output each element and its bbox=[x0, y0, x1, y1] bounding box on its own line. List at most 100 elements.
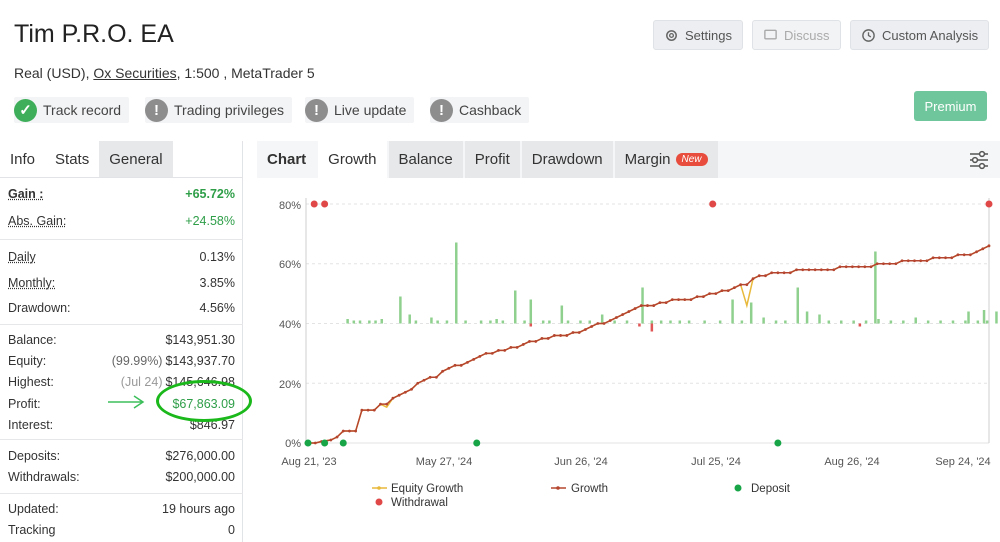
growth-bar bbox=[659, 320, 663, 324]
growth-point bbox=[844, 265, 848, 269]
growth-point bbox=[919, 259, 923, 263]
growth-bar bbox=[548, 320, 551, 324]
left-tabs: Info Stats General bbox=[0, 141, 242, 178]
growth-point bbox=[819, 268, 823, 272]
growth-point bbox=[733, 286, 736, 290]
growth-bar bbox=[731, 299, 734, 324]
growth-point bbox=[888, 262, 892, 266]
growth-point bbox=[397, 393, 401, 397]
growth-point bbox=[739, 283, 743, 287]
arrow-annotation-icon bbox=[108, 395, 145, 409]
growth-point bbox=[658, 301, 662, 304]
growth-bar bbox=[374, 320, 377, 324]
growth-bar bbox=[864, 320, 868, 324]
tab-general[interactable]: General bbox=[99, 141, 173, 177]
chart-grid bbox=[305, 198, 990, 444]
equity-growth-line bbox=[306, 245, 990, 444]
badge-live-update[interactable]: ! Live update bbox=[305, 97, 415, 123]
stat-drawdown: Drawdown: 4.56% bbox=[8, 301, 235, 315]
tab-stats[interactable]: Stats bbox=[45, 141, 100, 177]
growth-bar bbox=[346, 319, 349, 324]
growth-point bbox=[826, 268, 829, 272]
exclamation-icon: ! bbox=[145, 98, 168, 122]
growth-point bbox=[577, 331, 581, 334]
custom-analysis-button[interactable]: Custom Analysis bbox=[850, 20, 990, 50]
divider bbox=[0, 439, 243, 440]
growth-bar bbox=[588, 320, 592, 324]
growth-point bbox=[313, 441, 317, 445]
stat-abs-gain: Abs. Gain: +24.58% bbox=[8, 214, 235, 228]
growth-point bbox=[354, 429, 358, 433]
deposit-marker bbox=[339, 439, 347, 447]
growth-point bbox=[385, 402, 389, 406]
x-tick-label: May 27, '24 bbox=[416, 456, 473, 468]
chart-legend: Equity Growth Growth Deposit Withdrawal bbox=[372, 483, 791, 509]
growth-bar bbox=[464, 320, 467, 324]
tab-info[interactable]: Info bbox=[0, 141, 46, 177]
tab-drawdown[interactable]: Drawdown bbox=[521, 141, 613, 178]
growth-point bbox=[646, 304, 649, 307]
y-tick-label: 20% bbox=[279, 379, 301, 391]
growth-point bbox=[937, 256, 941, 260]
growth-bar bbox=[818, 314, 821, 324]
tab-profit[interactable]: Profit bbox=[464, 141, 520, 178]
account-details: , 1:500 , MetaTrader 5 bbox=[176, 65, 315, 81]
legend-growth[interactable]: Growth bbox=[571, 483, 608, 495]
growth-point bbox=[379, 402, 382, 406]
x-tick-label: Jun 26, '24 bbox=[554, 456, 607, 468]
growth-point bbox=[441, 369, 444, 373]
tab-margin[interactable]: Margin New bbox=[614, 141, 718, 178]
growth-point bbox=[571, 331, 575, 334]
growth-point bbox=[484, 351, 488, 355]
growth-bar bbox=[914, 317, 917, 324]
growth-point bbox=[478, 354, 482, 358]
growth-point bbox=[428, 375, 432, 379]
deposit-marker bbox=[321, 439, 329, 447]
profit-highlight-circle bbox=[156, 380, 252, 422]
growth-bar bbox=[479, 320, 483, 324]
settings-button[interactable]: Settings bbox=[653, 20, 743, 50]
chat-icon bbox=[764, 29, 777, 39]
growth-point bbox=[720, 289, 724, 293]
growth-point bbox=[633, 307, 637, 310]
premium-button[interactable]: Premium bbox=[914, 91, 987, 121]
growth-chart: 80% 60% 40% 20% 0% Aug 21, '23 May 27, '… bbox=[279, 198, 998, 509]
growth-point bbox=[472, 357, 476, 361]
withdrawal-marker bbox=[709, 200, 717, 208]
growth-bar bbox=[718, 320, 722, 324]
legend-deposit[interactable]: Deposit bbox=[751, 483, 791, 495]
growth-point bbox=[416, 381, 420, 385]
x-tick-label: Aug 21, '23 bbox=[281, 456, 336, 468]
growth-bar bbox=[358, 320, 362, 324]
growth-bar bbox=[951, 320, 955, 324]
growth-bar bbox=[740, 320, 744, 324]
growth-point bbox=[801, 268, 805, 272]
divider bbox=[0, 324, 243, 325]
growth-point bbox=[608, 319, 612, 322]
growth-point bbox=[962, 253, 966, 257]
growth-point bbox=[863, 265, 867, 269]
growth-bar bbox=[380, 319, 384, 324]
badge-trading-privileges[interactable]: ! Trading privileges bbox=[145, 97, 292, 123]
check-icon: ✓ bbox=[14, 98, 37, 122]
growth-point bbox=[552, 334, 556, 337]
growth-bar bbox=[514, 290, 517, 324]
growth-point bbox=[360, 408, 364, 412]
badge-cashback[interactable]: ! Cashback bbox=[430, 97, 530, 123]
badge-track-record[interactable]: ✓ Track record bbox=[14, 97, 130, 123]
growth-bar bbox=[796, 287, 800, 324]
chart-settings-icon[interactable] bbox=[968, 149, 990, 171]
growth-bar bbox=[368, 320, 371, 324]
growth-bar bbox=[600, 314, 604, 324]
legend-withdrawal[interactable]: Withdrawal bbox=[391, 497, 448, 509]
growth-bar bbox=[678, 320, 682, 324]
growth-point bbox=[497, 348, 500, 352]
growth-point bbox=[683, 298, 687, 301]
y-axis-labels: 80% 60% 40% 20% 0% bbox=[279, 200, 301, 450]
legend-equity-growth[interactable]: Equity Growth bbox=[391, 483, 463, 495]
discuss-button[interactable]: Discuss bbox=[752, 20, 841, 50]
tab-balance[interactable]: Balance bbox=[388, 141, 463, 178]
growth-bar bbox=[399, 296, 402, 324]
tab-growth[interactable]: Growth bbox=[318, 141, 387, 178]
broker-link[interactable]: Ox Securities bbox=[93, 65, 177, 81]
